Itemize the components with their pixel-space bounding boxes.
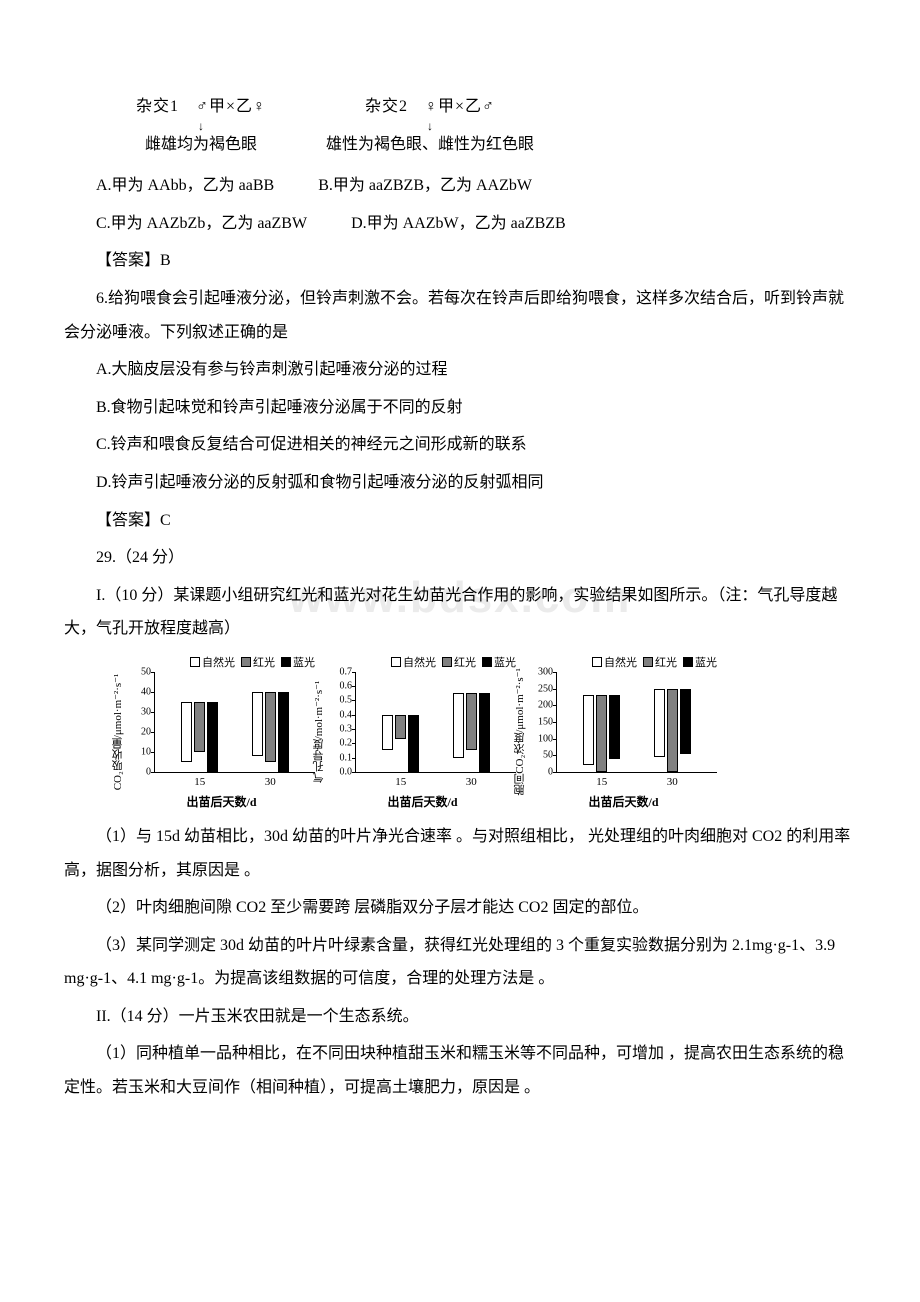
- q5-option-c: C.甲为 AAZbZb，乙为 aaZBW: [64, 207, 307, 241]
- y-tick-label: 0: [548, 766, 553, 777]
- q29-header: 29.（24 分）: [64, 541, 856, 575]
- y-axis-label: 胞间CO₂浓度/μmol·m⁻²·s⁻¹: [512, 668, 528, 796]
- chart-intercellular-co2: 自然光红光蓝光胞间CO₂浓度/μmol·m⁻²·s⁻¹0501001502002…: [530, 654, 717, 810]
- charts-row: 自然光红光蓝光CO₂吸收量/μmol·m⁻²·s⁻¹01020304050153…: [128, 654, 856, 810]
- cross-1-result: 雌雄均为褐色眼: [145, 132, 257, 158]
- bar-30-natural: [252, 692, 263, 756]
- y-tick-label: 0.4: [340, 709, 353, 720]
- legend-red: 红光: [643, 654, 677, 670]
- x-tick-label: 30: [667, 776, 678, 788]
- cross-1: 杂交1 ♂甲×乙♀ ↓ 雌雄均为褐色眼: [136, 94, 266, 157]
- bar-15-blue: [207, 702, 218, 772]
- cross-2-parents: 杂交2 ♀甲×乙♂: [365, 94, 495, 120]
- y-tick-label: 0.1: [340, 752, 353, 763]
- legend-natural: 自然光: [190, 654, 235, 670]
- y-tick-label: 50: [141, 666, 151, 677]
- bar-30-natural: [654, 689, 665, 757]
- legend-red: 红光: [241, 654, 275, 670]
- cross-2-result: 雄性为褐色眼、雌性为红色眼: [326, 132, 534, 158]
- y-tick-label: 0.5: [340, 695, 353, 706]
- bar-30-red: [265, 692, 276, 762]
- y-tick-label: 0.6: [340, 681, 353, 692]
- y-tick-label: 30: [141, 706, 151, 717]
- q5-option-a: A.甲为 AAbb，乙为 aaBB: [64, 169, 274, 203]
- x-tick-label: 15: [596, 776, 607, 788]
- q29-I-1: （1）与 15d 幼苗相比，30d 幼苗的叶片净光合速率 。与对照组相比， 光处…: [64, 820, 856, 887]
- legend-blue: 蓝光: [281, 654, 315, 670]
- q5-options-ab: A.甲为 AAbb，乙为 aaBB B.甲为 aaZBZB，乙为 AAZbW: [64, 169, 856, 203]
- bar-15-blue: [408, 715, 419, 772]
- q5-option-b: B.甲为 aaZBZB，乙为 AAZbW: [286, 169, 532, 203]
- q29-II-stem: II.（14 分）一片玉米农田就是一个生态系统。: [64, 1000, 856, 1034]
- q29-I-3: （3）某同学测定 30d 幼苗的叶片叶绿素含量，获得红光处理组的 3 个重复实验…: [64, 929, 856, 996]
- bar-15-natural: [181, 702, 192, 762]
- legend-red: 红光: [442, 654, 476, 670]
- y-tick-label: 300: [538, 666, 553, 677]
- y-tick-label: 150: [538, 716, 553, 727]
- x-tick-label: 15: [395, 776, 406, 788]
- q6-stem: 6.给狗喂食会引起唾液分泌，但铃声刺激不会。若每次在铃声后即给狗喂食，这样多次结…: [64, 282, 856, 349]
- q5-answer: 【答案】B: [64, 244, 856, 278]
- bar-15-blue: [609, 695, 620, 758]
- bar-15-natural: [382, 715, 393, 751]
- bar-15-natural: [583, 695, 594, 765]
- y-tick-label: 10: [141, 746, 151, 757]
- q6-option-c: C.铃声和喂食反复结合可促进相关的神经元之间形成新的联系: [64, 428, 856, 462]
- y-tick-label: 0.2: [340, 738, 353, 749]
- x-tick-label: 30: [265, 776, 276, 788]
- arrow-down-icon: ↓: [198, 120, 204, 132]
- x-tick-label: 30: [466, 776, 477, 788]
- legend-blue: 蓝光: [683, 654, 717, 670]
- bar-30-natural: [453, 693, 464, 757]
- x-tick-label: 15: [194, 776, 205, 788]
- y-tick-label: 0: [146, 766, 151, 777]
- y-axis-label: CO₂吸收量/μmol·m⁻²·s⁻¹: [110, 674, 126, 791]
- bar-30-red: [667, 689, 678, 772]
- arrow-down-icon: ↓: [427, 120, 433, 132]
- y-tick-label: 0.0: [340, 766, 353, 777]
- bar-30-blue: [680, 689, 691, 754]
- bar-15-red: [194, 702, 205, 752]
- bar-30-blue: [479, 693, 490, 772]
- chart-co2-absorption: 自然光红光蓝光CO₂吸收量/μmol·m⁻²·s⁻¹01020304050153…: [128, 654, 315, 810]
- y-tick-label: 250: [538, 683, 553, 694]
- bar-15-red: [395, 715, 406, 739]
- genetic-cross-diagram: 杂交1 ♂甲×乙♀ ↓ 雌雄均为褐色眼 杂交2 ♀甲×乙♂ ↓ 雄性为褐色眼、雌…: [136, 94, 856, 157]
- y-tick-label: 100: [538, 733, 553, 744]
- q29-II-1: （1）同种植单一品种相比，在不同田块种植甜玉米和糯玉米等不同品种，可增加 ，提高…: [64, 1037, 856, 1104]
- q5-option-d: D.甲为 AAZbW，乙为 aaZBZB: [319, 207, 566, 241]
- x-axis-label: 出苗后天数/d: [329, 793, 516, 810]
- legend-natural: 自然光: [391, 654, 436, 670]
- q29-I-2: （2）叶肉细胞间隙 CO2 至少需要跨 层磷脂双分子层才能达 CO2 固定的部位…: [64, 891, 856, 925]
- y-tick-label: 0.3: [340, 724, 353, 735]
- y-tick-label: 0.7: [340, 666, 353, 677]
- q6-answer: 【答案】C: [64, 504, 856, 538]
- x-axis-label: 出苗后天数/d: [128, 793, 315, 810]
- y-tick-label: 200: [538, 700, 553, 711]
- bar-15-red: [596, 695, 607, 772]
- cross-2: 杂交2 ♀甲×乙♂ ↓ 雄性为褐色眼、雌性为红色眼: [326, 94, 534, 157]
- q6-option-a: A.大脑皮层没有参与铃声刺激引起唾液分泌的过程: [64, 353, 856, 387]
- legend-natural: 自然光: [592, 654, 637, 670]
- y-tick-label: 40: [141, 686, 151, 697]
- chart-stomatal-conductance: 自然光红光蓝光气孔导度/mol·m⁻²·s⁻¹0.00.10.20.30.40.…: [329, 654, 516, 810]
- q6-option-d: D.铃声引起唾液分泌的反射弧和食物引起唾液分泌的反射弧相同: [64, 466, 856, 500]
- bar-30-red: [466, 693, 477, 750]
- y-tick-label: 20: [141, 726, 151, 737]
- q5-options-cd: C.甲为 AAZbZb，乙为 aaZBW D.甲为 AAZbW，乙为 aaZBZ…: [64, 207, 856, 241]
- legend-blue: 蓝光: [482, 654, 516, 670]
- y-axis-label: 气孔导度/mol·m⁻²·s⁻¹: [311, 681, 327, 784]
- q29-part1-stem: I.（10 分）某课题小组研究红光和蓝光对花生幼苗光合作用的影响，实验结果如图所…: [64, 579, 856, 646]
- q6-option-b: B.食物引起味觉和铃声引起唾液分泌属于不同的反射: [64, 391, 856, 425]
- x-axis-label: 出苗后天数/d: [530, 793, 717, 810]
- y-tick-label: 50: [543, 750, 553, 761]
- cross-1-parents: 杂交1 ♂甲×乙♀: [136, 94, 266, 120]
- bar-30-blue: [278, 692, 289, 772]
